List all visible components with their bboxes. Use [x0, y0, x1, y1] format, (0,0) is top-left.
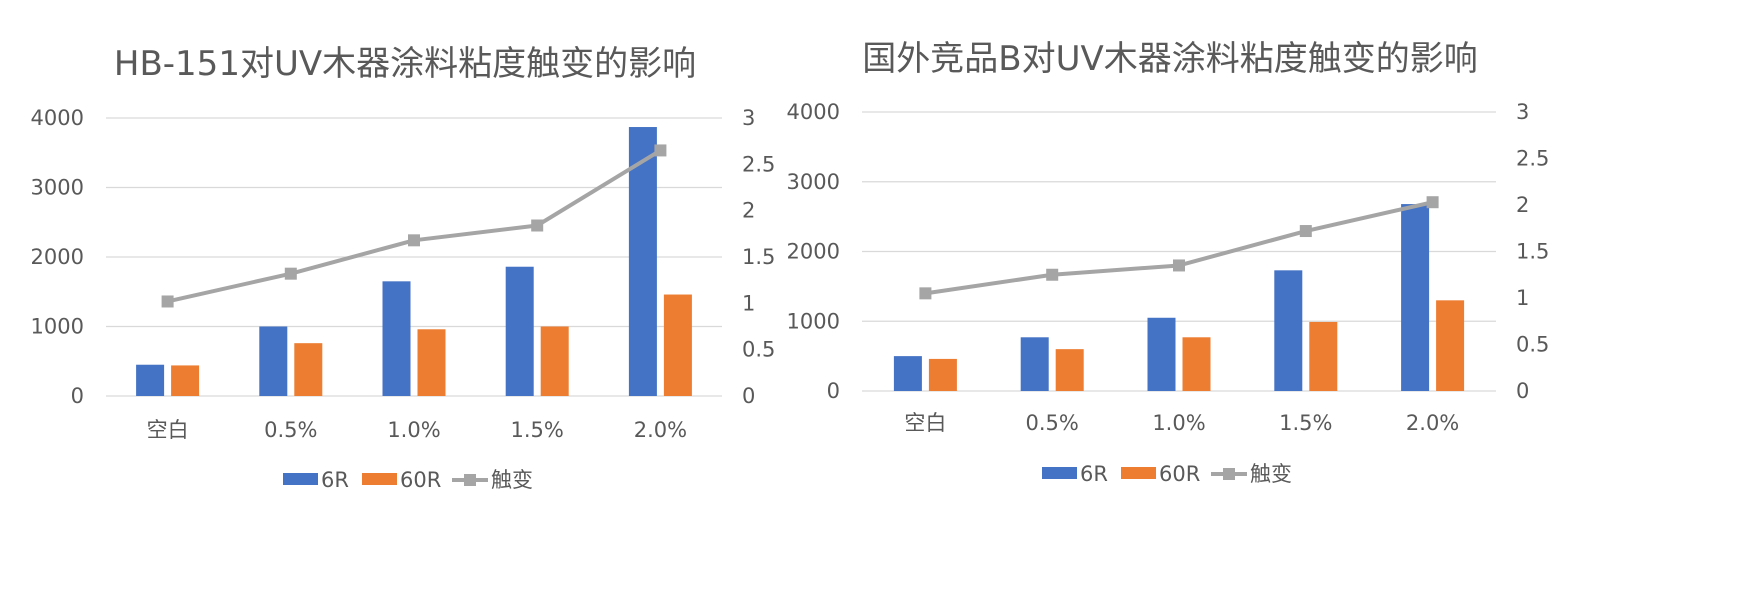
- line-point: [654, 144, 667, 157]
- bar-60R: [663, 294, 692, 396]
- x-tick-label: 1.5%: [1279, 411, 1332, 435]
- bar-60R: [540, 326, 569, 396]
- legend-swatch-6R: [283, 473, 318, 485]
- chart-title: 国外竞品B对UV木器涂料粘度触变的影响: [862, 39, 1477, 79]
- y2-tick-label: 1: [1516, 286, 1529, 310]
- legend-label: 触变: [491, 468, 533, 492]
- y-tick-label: 0: [827, 379, 840, 403]
- y-tick-label: 2000: [787, 240, 840, 264]
- legend-label: 60R: [1159, 462, 1200, 486]
- y2-tick-label: 1.5: [742, 245, 775, 269]
- bar-60R: [1309, 321, 1338, 391]
- y2-tick-label: 0.5: [742, 338, 775, 362]
- bar-6R: [628, 127, 657, 396]
- y2-tick-label: 2: [742, 199, 755, 223]
- y-tick-label: 0: [71, 384, 84, 408]
- legend: 6R 60R 触变: [283, 468, 533, 492]
- bar-6R: [1274, 270, 1303, 391]
- y-tick-label: 4000: [31, 106, 84, 130]
- bar-6R: [1147, 317, 1176, 391]
- legend: 6R 60R 触变: [1042, 462, 1292, 486]
- bar-6R: [259, 326, 288, 396]
- line-point: [1426, 196, 1439, 209]
- bar-60R: [171, 365, 200, 396]
- line-point: [1299, 225, 1312, 238]
- y-tick-label: 3000: [787, 170, 840, 194]
- legend-swatch-60R: [362, 473, 397, 485]
- bar-6R: [1401, 204, 1430, 391]
- legend-label: 60R: [400, 468, 441, 492]
- line-point: [919, 287, 932, 300]
- line-thixotropy: [167, 148, 662, 304]
- x-tick-label: 1.0%: [387, 418, 440, 442]
- y2-tick-label: 1.5: [1516, 240, 1549, 264]
- y2-tick-label: 2: [1516, 193, 1529, 217]
- x-tick-label: 1.5%: [511, 418, 564, 442]
- x-tick-label: 空白: [147, 418, 189, 442]
- bar-60R: [1055, 349, 1084, 391]
- line-point: [161, 295, 174, 308]
- bar-6R: [505, 266, 534, 396]
- x-tick-label: 2.0%: [1406, 411, 1459, 435]
- legend-label: 6R: [321, 468, 349, 492]
- x-tick-label: 空白: [904, 411, 946, 435]
- y2-tick-label: 3: [742, 106, 755, 130]
- bar-60R: [1436, 300, 1465, 391]
- x-tick-label: 2.0%: [634, 418, 687, 442]
- line-point: [531, 219, 544, 232]
- bar-6R: [136, 364, 165, 396]
- bar-60R: [1182, 337, 1211, 391]
- chart-2: 国外竞品B对UV木器涂料粘度触变的影响 0 1000 2000 3000 4000 0 0.5…: [787, 39, 1550, 486]
- chart-1: HB-151对UV木器涂料粘度触变的影响 0 1000 2000 3000 4000 0 0.…: [31, 44, 776, 492]
- bar-60R: [294, 343, 323, 396]
- y2-tick-label: 0.5: [1516, 333, 1549, 357]
- bar-60R: [417, 329, 446, 396]
- x-tick-label: 1.0%: [1152, 411, 1205, 435]
- y2-tick-label: 0: [1516, 379, 1529, 403]
- y-tick-label: 1000: [787, 309, 840, 333]
- legend-label: 6R: [1080, 462, 1108, 486]
- bar-60R: [928, 358, 957, 391]
- y2-tick-label: 1: [742, 291, 755, 315]
- legend-swatch-60R: [1121, 467, 1156, 479]
- x-tick-label: 0.5%: [1026, 411, 1079, 435]
- y-tick-label: 4000: [787, 100, 840, 124]
- y-tick-label: 1000: [31, 315, 84, 339]
- bar-6R: [1020, 337, 1049, 391]
- y2-tick-label: 0: [742, 384, 755, 408]
- line-point: [1046, 268, 1059, 281]
- y-tick-label: 3000: [31, 176, 84, 200]
- bar-6R: [893, 356, 922, 391]
- line-thixotropy: [925, 200, 1434, 296]
- legend-marker-thixotropy: [1223, 468, 1235, 480]
- x-tick-label: 0.5%: [264, 418, 317, 442]
- line-point: [284, 267, 297, 280]
- y2-tick-label: 2.5: [742, 152, 775, 176]
- bar-6R: [382, 281, 411, 396]
- legend-label: 触变: [1250, 462, 1292, 486]
- y2-tick-label: 3: [1516, 100, 1529, 124]
- legend-marker-thixotropy: [464, 474, 476, 486]
- chart-title: HB-151对UV木器涂料粘度触变的影响: [114, 44, 696, 84]
- line-point: [1173, 259, 1185, 272]
- y2-tick-label: 2.5: [1516, 147, 1549, 171]
- legend-swatch-6R: [1042, 467, 1077, 479]
- line-point: [408, 234, 420, 247]
- y-tick-label: 2000: [31, 245, 84, 269]
